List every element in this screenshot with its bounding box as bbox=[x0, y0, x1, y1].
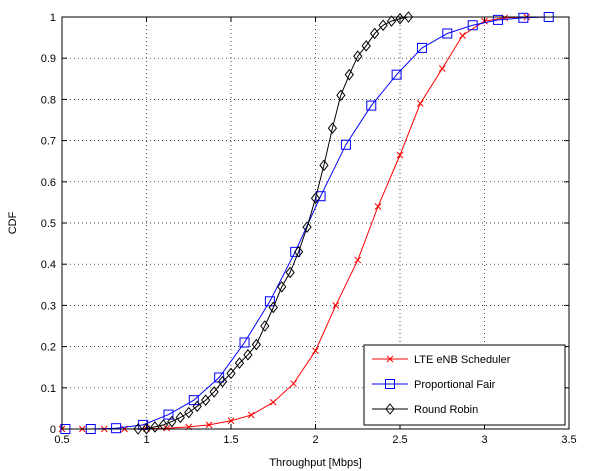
data-point bbox=[150, 421, 160, 433]
x-tick-label: 2.5 bbox=[392, 434, 407, 446]
y-axis-title: CDF bbox=[7, 211, 19, 234]
data-point bbox=[163, 424, 171, 432]
data-point bbox=[319, 159, 329, 172]
data-point bbox=[361, 40, 371, 52]
data-point bbox=[327, 122, 338, 135]
data-point bbox=[217, 375, 228, 388]
data-point bbox=[340, 139, 351, 150]
data-point bbox=[290, 246, 301, 257]
x-tick-label: 2 bbox=[312, 434, 318, 446]
data-point bbox=[175, 411, 185, 424]
x-tick-label: 1 bbox=[143, 434, 149, 446]
data-point bbox=[227, 417, 235, 425]
x-tick-label: 3 bbox=[481, 434, 487, 446]
data-point bbox=[396, 151, 404, 159]
y-tick-label: 1 bbox=[50, 12, 56, 24]
legend-item: Proportional Fair bbox=[372, 379, 496, 391]
y-tick-label: 0.2 bbox=[41, 342, 56, 354]
legend-box bbox=[363, 344, 566, 426]
data-point bbox=[158, 419, 169, 431]
y-tick-label: 0.6 bbox=[41, 177, 56, 189]
legend-item: LTE eNB Scheduler bbox=[372, 354, 511, 366]
data-point bbox=[133, 423, 143, 435]
data-point bbox=[226, 367, 236, 380]
legend-swatch-marker bbox=[386, 355, 394, 363]
data-point bbox=[378, 19, 388, 32]
data-point bbox=[344, 68, 354, 81]
x-axis-title: Throughput [Mbps] bbox=[269, 457, 361, 469]
y-tick-label: 0 bbox=[50, 424, 56, 436]
x-tick-label: 3.5 bbox=[561, 434, 576, 446]
data-point bbox=[260, 320, 270, 332]
data-point bbox=[251, 338, 261, 351]
y-tick-label: 0.1 bbox=[41, 383, 56, 395]
data-point bbox=[370, 27, 380, 40]
data-point bbox=[336, 89, 346, 102]
y-tick-label: 0.7 bbox=[41, 136, 56, 148]
data-point bbox=[269, 398, 277, 406]
data-point bbox=[209, 386, 219, 398]
data-point bbox=[247, 411, 255, 419]
data-point bbox=[493, 14, 504, 25]
data-point bbox=[354, 256, 362, 264]
legend-swatch-marker bbox=[385, 379, 395, 389]
data-point bbox=[442, 28, 453, 39]
data-point bbox=[386, 15, 397, 27]
legend-swatch-marker bbox=[385, 403, 395, 415]
series-round-robin bbox=[133, 11, 414, 435]
data-point bbox=[518, 12, 529, 23]
data-point bbox=[302, 221, 312, 233]
data-point bbox=[438, 65, 446, 72]
data-point bbox=[416, 100, 424, 107]
data-point bbox=[277, 281, 287, 293]
data-point bbox=[163, 409, 174, 420]
y-tick-label: 0.4 bbox=[41, 259, 56, 271]
axis-ticks: 0.5 1 1.5 2 2.5 3 3.5 0 0.1 0.2 0.3 0.4 0.5 0.6 0.7 0.8… bbox=[41, 12, 577, 446]
x-tick-label: 0.5 bbox=[54, 434, 69, 446]
data-point bbox=[192, 400, 202, 413]
data-point bbox=[167, 415, 177, 428]
x-tick-label: 1.5 bbox=[223, 434, 238, 446]
data-point bbox=[234, 357, 245, 369]
legend: LTE eNB Scheduler Proportional Fair Round … bbox=[363, 344, 566, 426]
y-tick-label: 0.3 bbox=[41, 300, 56, 312]
data-point bbox=[188, 395, 199, 406]
legend-label: LTE eNB Scheduler bbox=[414, 354, 511, 366]
legend-label: Proportional Fair bbox=[414, 379, 496, 391]
series-lines bbox=[58, 11, 554, 435]
data-point bbox=[264, 296, 275, 307]
data-point bbox=[205, 421, 213, 429]
data-point bbox=[243, 349, 253, 361]
data-point bbox=[403, 11, 414, 23]
legend-item: Round Robin bbox=[372, 403, 478, 416]
data-point bbox=[184, 406, 194, 419]
data-point bbox=[141, 422, 152, 435]
y-tick-label: 0.9 bbox=[41, 53, 56, 65]
data-point bbox=[353, 50, 363, 62]
data-point bbox=[293, 246, 304, 258]
data-point bbox=[201, 394, 211, 406]
data-point bbox=[310, 192, 321, 205]
data-point bbox=[312, 347, 319, 355]
y-tick-label: 0.8 bbox=[41, 94, 56, 106]
data-point bbox=[111, 423, 122, 434]
data-point bbox=[285, 266, 295, 279]
data-point bbox=[239, 337, 250, 348]
data-point bbox=[290, 380, 297, 388]
data-point bbox=[391, 69, 402, 80]
y-tick-label: 0.5 bbox=[41, 218, 56, 230]
grid bbox=[62, 17, 569, 429]
data-point bbox=[467, 20, 478, 31]
data-point bbox=[332, 302, 340, 309]
data-point bbox=[416, 42, 427, 53]
legend-label: Round Robin bbox=[414, 404, 478, 416]
data-point bbox=[268, 301, 278, 314]
data-point bbox=[459, 32, 466, 39]
data-point bbox=[374, 203, 382, 210]
data-point bbox=[366, 100, 377, 111]
